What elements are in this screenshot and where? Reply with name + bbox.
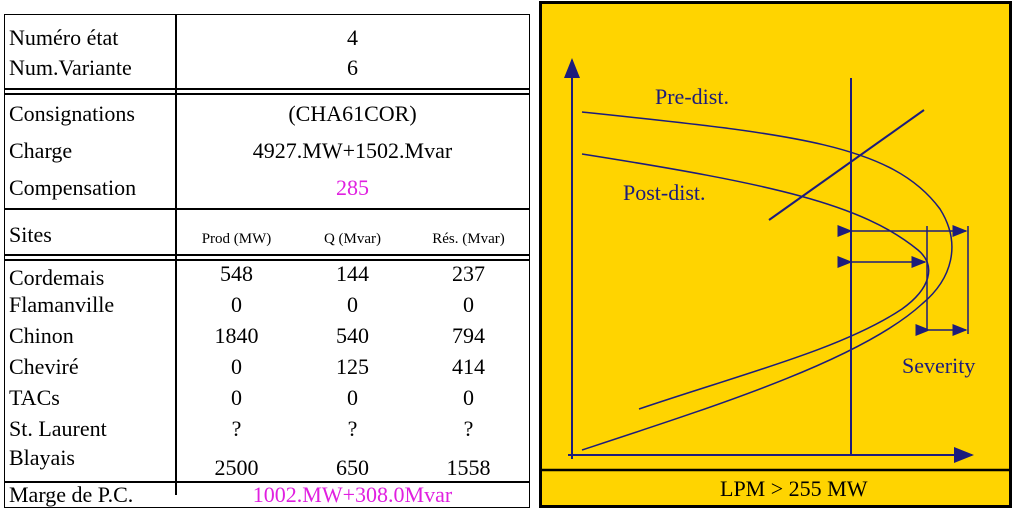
site-name: TACs [9,385,60,410]
pre-dist-label: Pre-dist. [655,84,729,109]
load-line [768,109,925,221]
pv-curve-svg: Pre-dist. Post-dist. Severity LPM > 255 … [542,58,1009,501]
site-prod: ? [231,416,242,441]
divider-3b [5,259,529,261]
data-table: Numéro état 4 Num.Variante 6 Consignatio… [4,14,530,508]
col-res-header: Rés. (Mvar) [432,231,505,247]
site-name: St. Laurent [9,416,107,441]
col-prod-header: Prod (MW) [201,231,272,247]
compensation-label: Compensation [9,175,137,200]
num-variante-value: 6 [347,55,358,80]
site-q: 144 [336,261,369,286]
post-dist-label: Post-dist. [623,180,706,205]
pre-dist-curve [581,111,953,451]
divider-2 [5,208,529,210]
site-res: 0 [463,385,474,410]
site-q: 650 [336,455,369,480]
site-name: Cordemais [9,265,105,290]
site-res: 237 [452,261,485,286]
col-q-header: Q (Mvar) [323,231,382,247]
consignations-label: Consignations [9,101,135,126]
post-dist-curve [581,153,930,410]
numero-etat-label: Numéro état [9,25,119,50]
x-axis-label: LPM > 255 MW [720,476,868,501]
severity-label: Severity [902,353,975,378]
divider-1 [5,88,529,90]
divider-1b [5,93,529,95]
site-name: Cheviré [9,354,79,379]
site-prod: 0 [231,292,242,317]
charge-label: Charge [9,138,73,163]
site-res: 794 [452,323,485,348]
compensation-value: 285 [336,175,369,200]
num-variante-label: Num.Variante [9,55,132,80]
site-q: 540 [336,323,369,348]
site-prod: 548 [220,261,253,286]
numero-etat-value: 4 [347,25,358,50]
marge-value: 1002.MW+308.0Mvar [252,482,453,507]
site-q: 0 [347,385,358,410]
site-res: 0 [463,292,474,317]
site-name: Chinon [9,323,74,348]
charge-value: 4927.MW+1502.Mvar [252,138,453,163]
divider-4 [5,481,529,483]
site-res: ? [463,416,474,441]
marge-label: Marge de P.C. [9,482,134,507]
site-name: Flamanville [9,292,115,317]
site-prod: 1840 [214,323,259,348]
site-q: ? [347,416,358,441]
pv-curve-figure: Pre-dist. Post-dist. Severity LPM > 255 … [539,1,1012,508]
divider-3 [5,254,529,256]
site-name: Blayais [9,445,75,470]
site-res: 1558 [446,455,491,480]
site-prod: 2500 [214,455,259,480]
sites-header: Sites [9,222,52,247]
site-prod: 0 [231,354,242,379]
site-prod: 0 [231,385,242,410]
site-q: 0 [347,292,358,317]
consignations-value: (CHA61COR) [288,101,417,126]
site-res: 414 [452,354,485,379]
site-q: 125 [336,354,369,379]
